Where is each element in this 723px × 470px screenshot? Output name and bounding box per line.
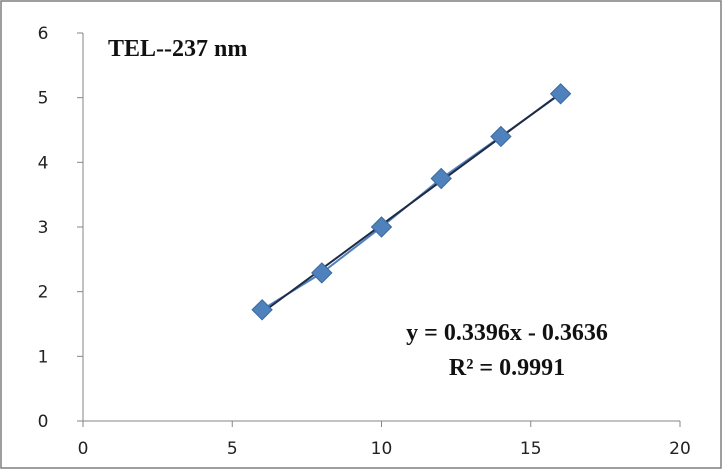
- data-point-marker: [549, 83, 572, 105]
- trendline: [261, 92, 562, 314]
- data-point-marker: [490, 125, 512, 148]
- x-tick-label: 0: [78, 439, 89, 459]
- trendline-equation: y = 0.3396x - 0.3636: [406, 320, 608, 346]
- tick-labels: 0 1 2 3 4 5 6 0 5 10 15 20: [38, 24, 691, 459]
- chart-title: TEL--237 nm: [108, 36, 247, 62]
- x-tick-label: 15: [520, 439, 542, 459]
- x-tick-label: 20: [669, 439, 691, 459]
- data-point-marker: [311, 262, 333, 284]
- y-tick-label: 6: [38, 24, 49, 44]
- trendline-group: [261, 92, 562, 314]
- data-point-marker: [430, 167, 452, 190]
- y-tick-label: 2: [38, 283, 49, 303]
- axes: [77, 32, 681, 427]
- y-tick-label: 1: [38, 347, 49, 367]
- r-squared-label: R² = 0.9991: [449, 355, 565, 381]
- x-tick-label: 10: [371, 439, 393, 459]
- y-tick-label: 0: [38, 412, 49, 432]
- y-tick-label: 3: [38, 218, 49, 238]
- y-tick-label: 4: [38, 153, 49, 173]
- data-point-marker: [251, 299, 273, 321]
- data-point-marker: [370, 216, 393, 238]
- data-points: [251, 83, 572, 321]
- x-tick-label: 5: [227, 439, 238, 459]
- y-tick-label: 5: [38, 89, 49, 109]
